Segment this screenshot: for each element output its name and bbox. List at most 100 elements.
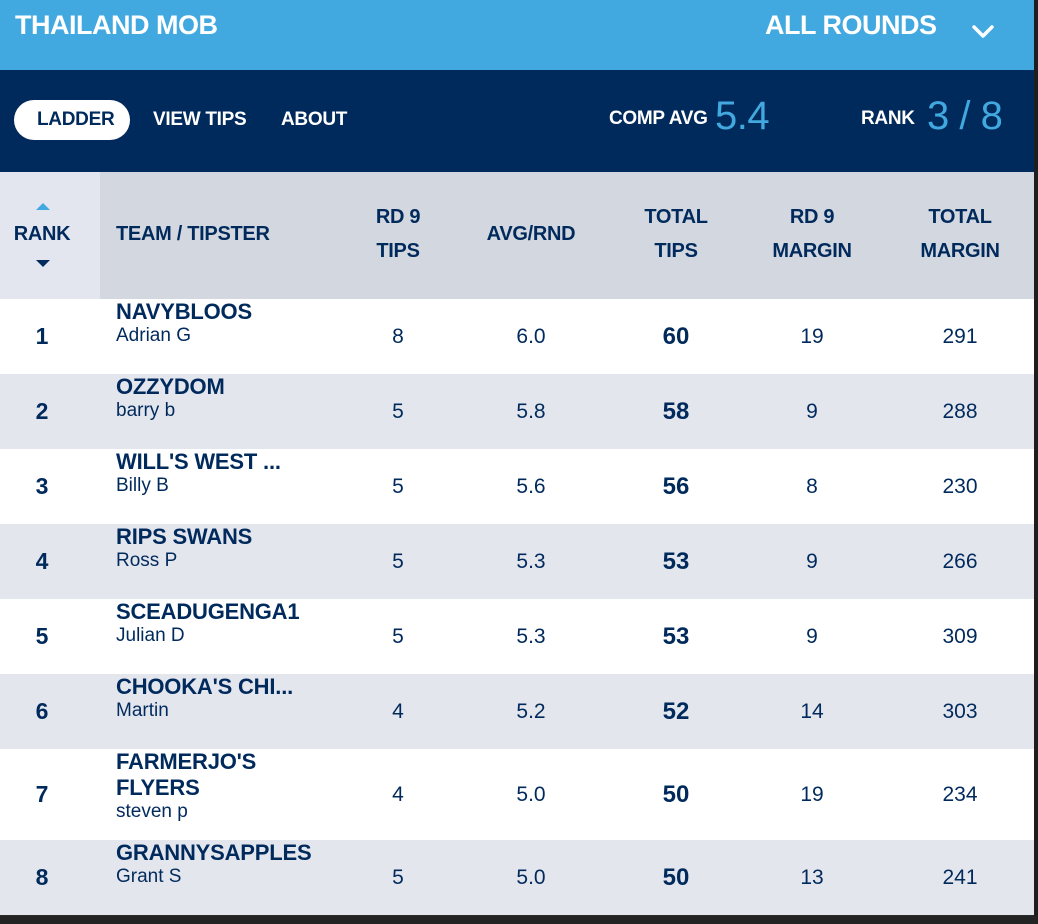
- tipster-name: Grant S: [116, 866, 182, 887]
- table-row[interactable]: 5 5 5.3 53 9 309 SCEADUGENGA1 Julian D: [0, 599, 1034, 674]
- rank-cell: 6: [35, 698, 49, 724]
- round-margin-cell: 19: [800, 324, 824, 348]
- table-row[interactable]: 8 5 5.0 50 13 241 GRANNYSAPPLES Grant S: [0, 840, 1034, 915]
- avg-per-round-cell: 5.0: [516, 865, 546, 889]
- total-tips-cell: 58: [662, 397, 690, 425]
- rank-cell: 4: [35, 548, 49, 574]
- tipster-name: Julian D: [116, 625, 185, 646]
- team-tipster-cell[interactable]: CHOOKA'S CHI... Martin: [116, 674, 316, 749]
- round-margin-cell: 9: [806, 549, 818, 573]
- round-margin-cell: 14: [800, 699, 824, 723]
- total-tips-cell: 52: [662, 697, 690, 725]
- round-tips-cell: 5: [392, 474, 404, 498]
- column-header-rd-tips[interactable]: RD 9 TIPS: [340, 200, 456, 268]
- table-row[interactable]: 3 5 5.6 56 8 230 WILL'S WEST ... Billy B: [0, 449, 1034, 524]
- round-tips-cell: 5: [392, 624, 404, 648]
- nav-bar: LADDER VIEW TIPS ABOUT COMP AVG 5.4 RANK…: [0, 70, 1034, 172]
- rank-cell: 1: [35, 323, 49, 349]
- rank-cell: 8: [35, 864, 49, 890]
- total-tips-cell: 50: [662, 863, 690, 891]
- column-header-rd-tips-line1: RD 9: [375, 206, 421, 228]
- avg-per-round-cell: 6.0: [516, 324, 546, 348]
- avg-per-round-cell: 5.8: [516, 399, 546, 423]
- chevron-down-icon[interactable]: [970, 18, 996, 44]
- avg-per-round-cell: 5.3: [516, 549, 546, 573]
- round-tips-cell: 5: [392, 549, 404, 573]
- window-edge: [1034, 0, 1038, 924]
- tab-about[interactable]: ABOUT: [281, 109, 348, 130]
- round-margin-cell: 9: [806, 624, 818, 648]
- ladder-rows: 1 8 6.0 60 19 291 NAVYBLOOS Adrian G 2 5 5.8 58 9 288…: [0, 299, 1034, 915]
- team-tipster-cell[interactable]: OZZYDOM barry b: [116, 374, 316, 449]
- avg-per-round-cell: 5.0: [516, 782, 546, 806]
- column-header-rd-margin[interactable]: RD 9 MARGIN: [752, 200, 872, 268]
- team-name[interactable]: WILL'S WEST ...: [116, 449, 281, 474]
- team-name[interactable]: SCEADUGENGA1: [116, 599, 300, 624]
- team-name[interactable]: GRANNYSAPPLES: [116, 840, 312, 865]
- column-header-rank[interactable]: RANK: [13, 223, 71, 245]
- team-tipster-cell[interactable]: WILL'S WEST ... Billy B: [116, 449, 316, 524]
- round-tips-cell: 8: [392, 324, 404, 348]
- team-tipster-cell[interactable]: RIPS SWANS Ross P: [116, 524, 316, 599]
- column-header-avg[interactable]: AVG/RND: [486, 223, 576, 245]
- total-tips-cell: 56: [662, 472, 690, 500]
- table-row[interactable]: 7 4 5.0 50 19 234 FARMERJO'S FLYERS steven p: [0, 749, 1034, 840]
- rank-label: RANK: [861, 108, 915, 129]
- sort-descending-icon[interactable]: [36, 260, 50, 267]
- competition-name: THAILAND MOB: [15, 10, 218, 40]
- total-tips-cell: 50: [662, 780, 690, 808]
- column-header-total-margin-line1: TOTAL: [928, 206, 992, 228]
- total-margin-cell: 288: [942, 399, 978, 423]
- column-header-rd-tips-line2: TIPS: [376, 240, 420, 262]
- round-selector[interactable]: ALL ROUNDS: [765, 10, 937, 40]
- avg-per-round-cell: 5.3: [516, 624, 546, 648]
- column-header-total-tips-line2: TIPS: [654, 240, 698, 262]
- rank-column-header[interactable]: RANK: [0, 172, 100, 299]
- table-row[interactable]: 1 8 6.0 60 19 291 NAVYBLOOS Adrian G: [0, 299, 1034, 374]
- round-margin-cell: 19: [800, 782, 824, 806]
- avg-per-round-cell: 5.2: [516, 699, 546, 723]
- total-margin-cell: 234: [942, 782, 978, 806]
- round-margin-cell: 9: [806, 399, 818, 423]
- round-tips-cell: 4: [392, 699, 404, 723]
- table-row[interactable]: 4 5 5.3 53 9 266 RIPS SWANS Ross P: [0, 524, 1034, 599]
- total-margin-cell: 241: [942, 865, 978, 889]
- table-row[interactable]: 6 4 5.2 52 14 303 CHOOKA'S CHI... Martin: [0, 674, 1034, 749]
- round-tips-cell: 5: [392, 399, 404, 423]
- tab-ladder[interactable]: LADDER: [14, 100, 130, 140]
- total-margin-cell: 266: [942, 549, 978, 573]
- team-name[interactable]: NAVYBLOOS: [116, 299, 252, 324]
- column-header-total-tips-line1: TOTAL: [644, 206, 708, 228]
- team-tipster-cell[interactable]: GRANNYSAPPLES Grant S: [116, 840, 316, 915]
- rank-cell: 7: [35, 781, 49, 807]
- total-tips-cell: 60: [662, 322, 690, 350]
- team-name[interactable]: RIPS SWANS: [116, 524, 253, 549]
- tipster-name: Adrian G: [116, 325, 191, 346]
- rank-cell: 2: [35, 398, 49, 424]
- total-tips-cell: 53: [662, 622, 690, 650]
- tipster-name: Martin: [116, 700, 169, 721]
- tab-view-tips[interactable]: VIEW TIPS: [153, 109, 247, 130]
- tipster-name: Billy B: [116, 475, 169, 496]
- comp-avg-value: 5.4: [715, 94, 770, 138]
- team-name[interactable]: OZZYDOM: [116, 374, 225, 399]
- team-tipster-cell[interactable]: SCEADUGENGA1 Julian D: [116, 599, 316, 674]
- team-name[interactable]: FARMERJO'S FLYERS: [116, 749, 257, 800]
- total-margin-cell: 230: [942, 474, 978, 498]
- total-margin-cell: 303: [942, 699, 978, 723]
- column-header-team[interactable]: TEAM / TIPSTER: [116, 223, 270, 245]
- column-header-total-margin[interactable]: TOTAL MARGIN: [892, 200, 1028, 268]
- top-bar: THAILAND MOB ALL ROUNDS: [0, 0, 1034, 70]
- column-header-total-tips[interactable]: TOTAL TIPS: [620, 200, 732, 268]
- rank-value: 3 / 8: [927, 94, 1003, 138]
- team-tipster-cell[interactable]: NAVYBLOOS Adrian G: [116, 299, 316, 374]
- round-margin-cell: 13: [800, 865, 824, 889]
- rank-cell: 5: [35, 623, 49, 649]
- team-tipster-cell[interactable]: FARMERJO'S FLYERS steven p: [116, 749, 316, 840]
- total-tips-cell: 53: [662, 547, 690, 575]
- sort-ascending-icon[interactable]: [36, 203, 50, 210]
- total-margin-cell: 291: [942, 324, 978, 348]
- table-row[interactable]: 2 5 5.8 58 9 288 OZZYDOM barry b: [0, 374, 1034, 449]
- team-name[interactable]: CHOOKA'S CHI...: [116, 674, 294, 699]
